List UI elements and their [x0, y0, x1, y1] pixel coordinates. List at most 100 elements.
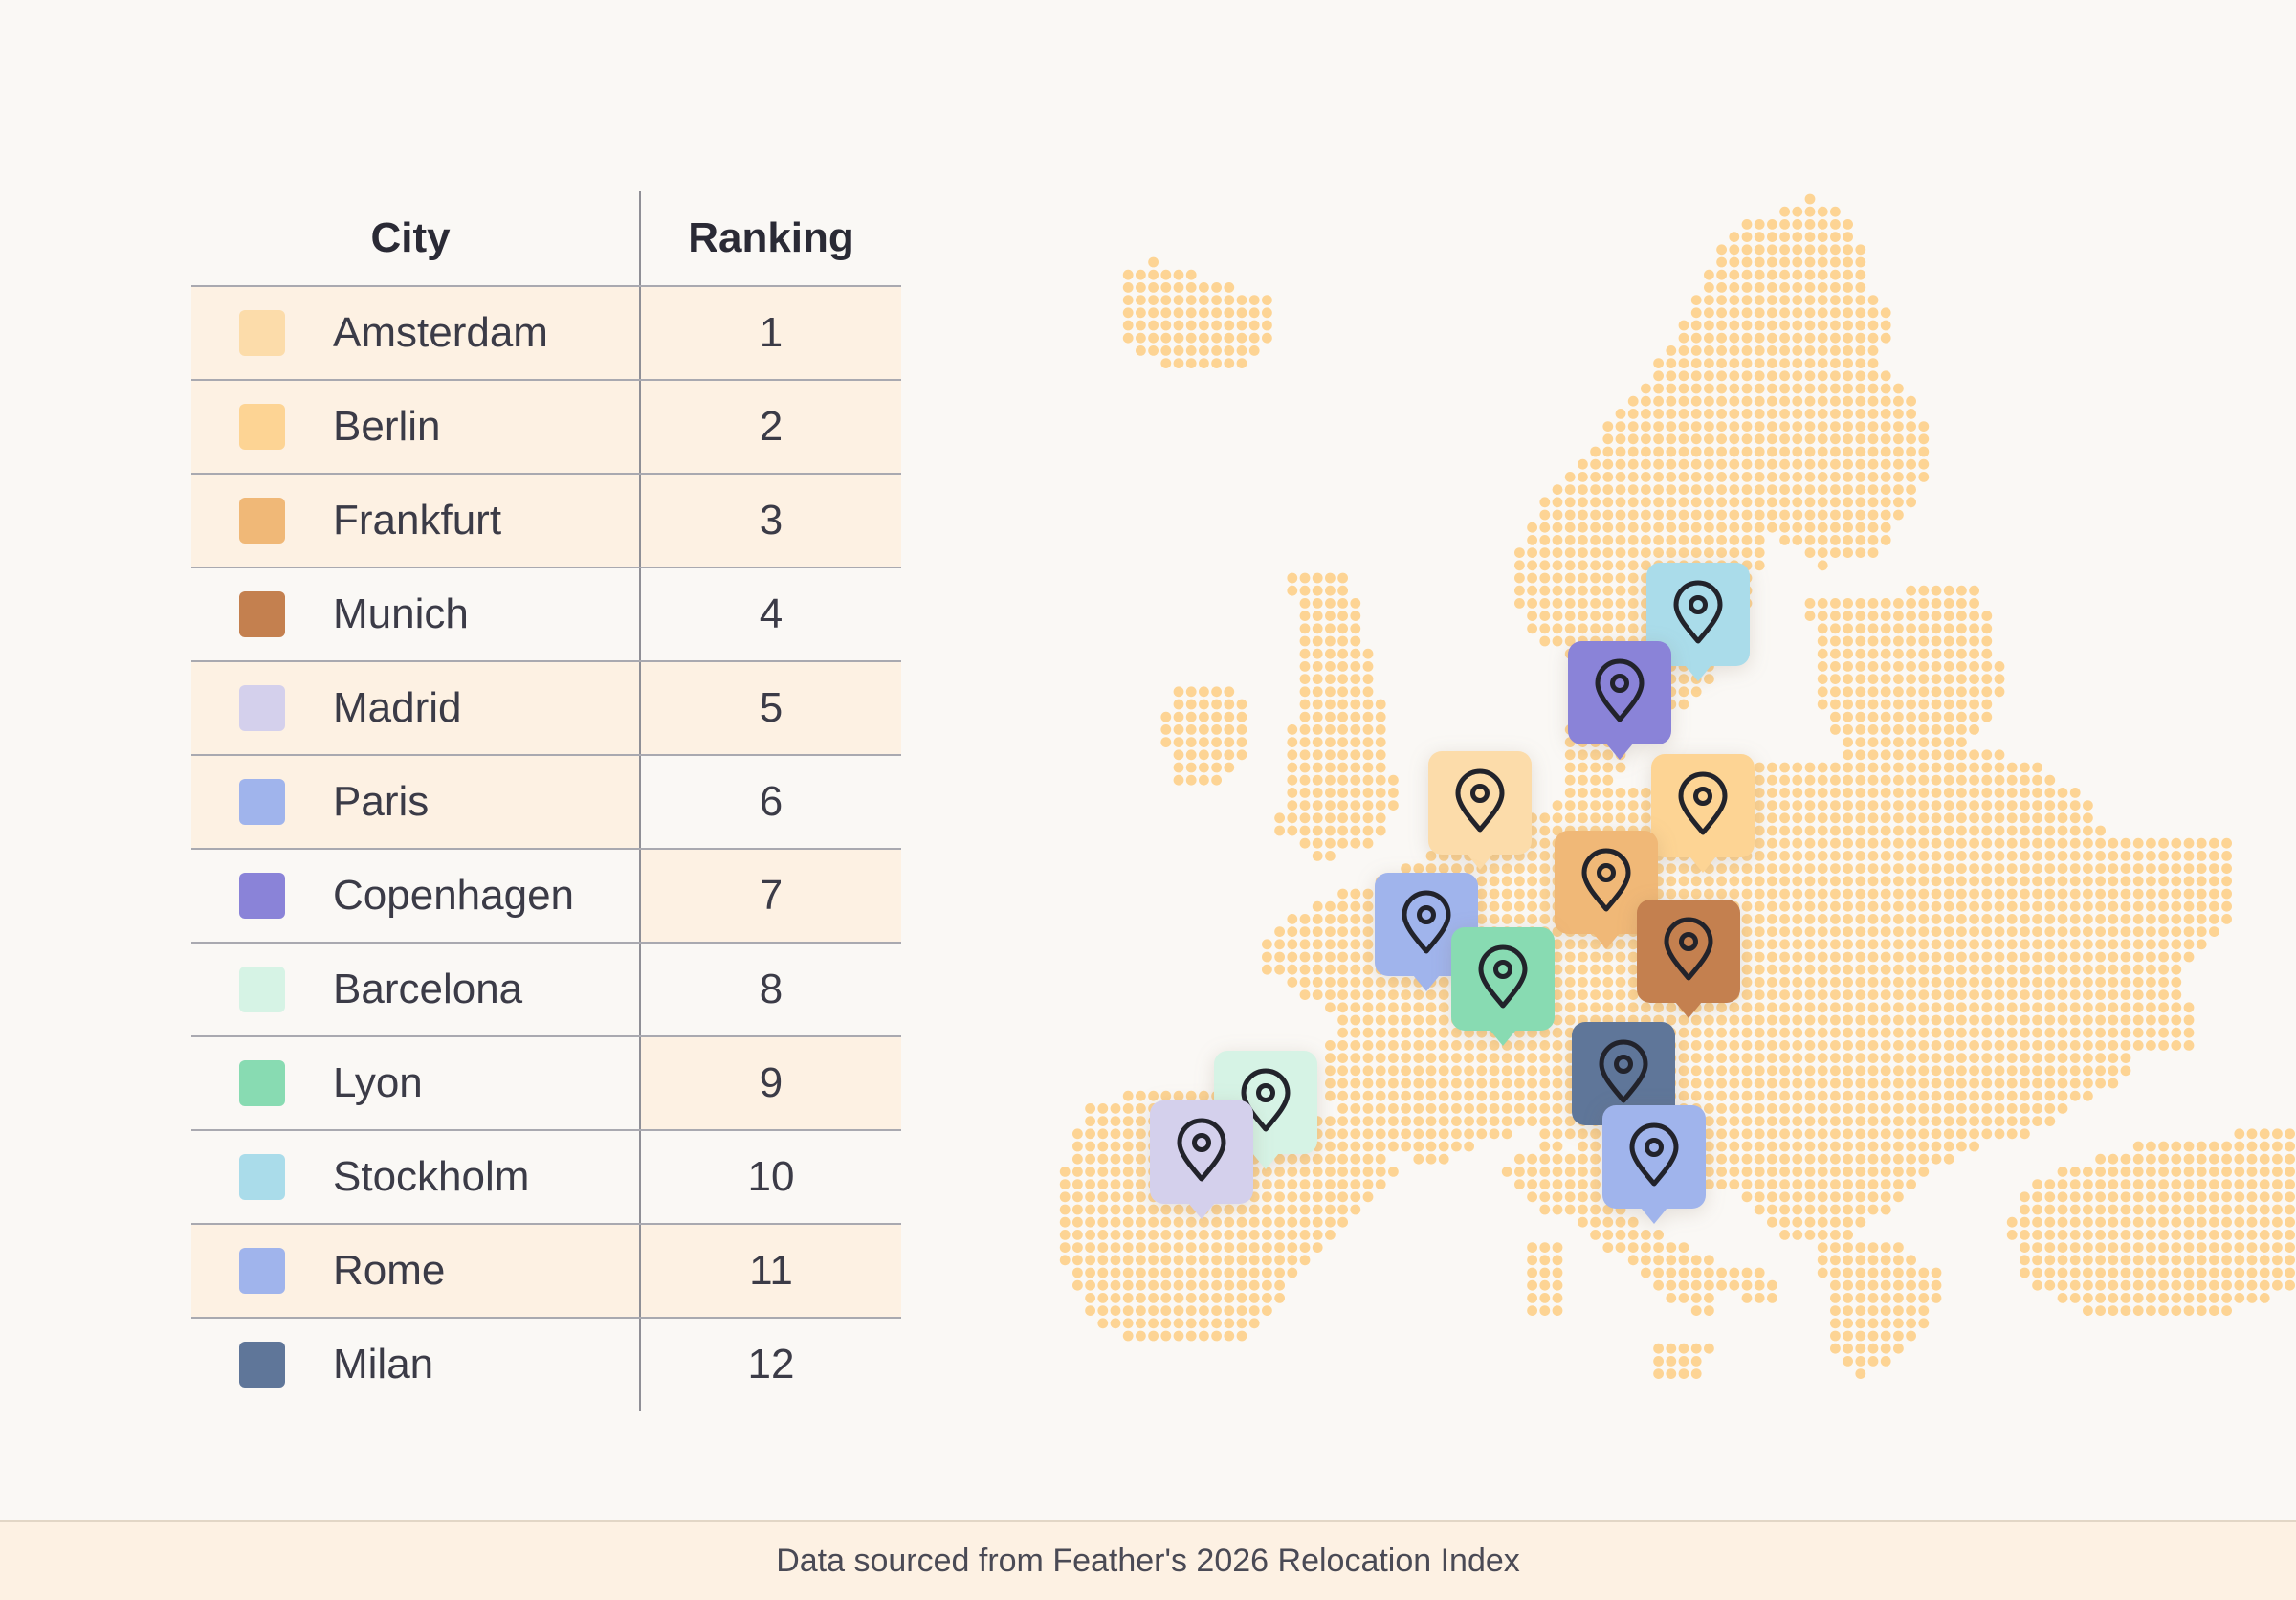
map-dot	[1527, 1090, 1537, 1101]
map-dot	[1299, 914, 1311, 924]
map-dot	[1843, 674, 1853, 684]
map-dot	[1804, 812, 1816, 824]
map-dot	[2032, 774, 2043, 786]
map-dot	[1501, 888, 1512, 900]
map-dot	[1741, 900, 1753, 912]
map-dot	[1767, 1167, 1777, 1177]
map-dot	[1312, 598, 1323, 609]
map-dot	[2069, 977, 2081, 988]
map-dot	[1855, 800, 1866, 811]
map-dot	[1804, 497, 1816, 508]
map-dot	[1666, 547, 1677, 558]
map-dot	[1173, 332, 1184, 344]
map-dot	[1792, 788, 1803, 798]
map-dot	[1350, 1078, 1361, 1089]
map-dot	[1539, 1191, 1551, 1203]
map-dot	[1880, 1141, 1891, 1152]
map-dot	[1539, 1078, 1551, 1089]
map-dot	[1539, 522, 1551, 533]
map-dot	[1943, 711, 1954, 722]
map-dot	[1855, 1330, 1866, 1342]
map-dot	[1830, 812, 1841, 824]
map-dot	[1969, 863, 1980, 874]
map-dot	[2095, 1065, 2107, 1077]
map-dot	[1325, 939, 1336, 950]
map-dot	[1641, 535, 1651, 545]
map-dot	[2171, 1279, 2182, 1291]
map-dot	[2044, 1191, 2056, 1203]
map-dot	[1817, 686, 1828, 698]
map-dot	[1627, 433, 1639, 445]
map-dot	[2132, 914, 2144, 924]
map-dot	[1464, 1090, 1474, 1101]
map-dot	[2158, 1002, 2170, 1013]
map-dot	[1830, 711, 1841, 722]
map-dot	[1602, 788, 1614, 798]
map-dot	[1375, 1027, 1386, 1038]
map-dot	[1211, 1318, 1222, 1329]
map-dot	[1830, 1204, 1841, 1215]
map-dot	[1867, 307, 1879, 319]
map-dot	[1906, 1255, 1916, 1266]
map-dot	[2146, 951, 2156, 963]
map-dot	[1931, 1279, 1942, 1291]
map-dot	[1843, 472, 1853, 482]
map-dot	[1136, 295, 1146, 305]
map-dot	[1817, 295, 1828, 305]
map-dot	[1843, 611, 1853, 621]
map-dot	[1224, 749, 1235, 761]
map-dot	[1362, 800, 1374, 811]
map-dot	[1943, 964, 1954, 975]
map-dot	[1867, 509, 1879, 521]
map-dot	[1337, 964, 1348, 975]
map-dot	[1274, 1167, 1285, 1177]
map-dot	[1943, 876, 1954, 887]
map-dot	[1817, 232, 1828, 243]
map-dot	[1362, 674, 1374, 684]
map-dot	[1236, 358, 1247, 368]
map-dot	[1741, 295, 1753, 305]
map-dot	[1767, 409, 1777, 419]
map-dot	[1994, 1090, 2005, 1101]
map-dot	[1817, 458, 1828, 470]
map-dot	[1413, 1002, 1424, 1013]
map-dot	[1981, 888, 1993, 900]
map-dot	[1337, 1179, 1348, 1189]
map-dot	[1678, 1343, 1689, 1354]
map-dot	[1880, 1305, 1891, 1316]
pin-tail	[1413, 975, 1440, 991]
map-dot	[2095, 837, 2107, 849]
map-dot	[1325, 1128, 1336, 1140]
map-dot	[2006, 800, 2018, 811]
map-dot	[1564, 977, 1576, 988]
map-dot	[1564, 1153, 1576, 1165]
map-dot	[1527, 535, 1537, 545]
map-dot	[1893, 851, 1904, 861]
map-dot	[1085, 1116, 1095, 1126]
map-dot	[1325, 674, 1336, 684]
map-dot	[1855, 1078, 1866, 1089]
map-dot	[1678, 888, 1689, 900]
map-dot	[1716, 484, 1727, 495]
map-dot	[1906, 1002, 1916, 1013]
map-dot	[2006, 900, 2018, 912]
map-dot	[1843, 1255, 1853, 1266]
map-dot	[1136, 332, 1146, 344]
ranking-cell: 9	[641, 1037, 901, 1129]
map-dot	[1741, 472, 1753, 482]
map-dot	[1830, 1318, 1841, 1329]
map-dot	[1981, 762, 1993, 773]
map-dot	[1552, 585, 1563, 596]
map-dot	[1097, 1267, 1109, 1278]
map-dot	[1981, 711, 1993, 722]
map-dot	[1931, 800, 1942, 811]
map-dot	[1843, 370, 1853, 382]
map-dot	[1931, 749, 1942, 761]
map-dot	[1981, 951, 1993, 963]
map-dot	[1438, 1027, 1449, 1038]
map-dot	[1880, 964, 1891, 975]
map-dot	[1325, 711, 1336, 722]
map-dot	[2196, 1216, 2207, 1228]
table-row: Barcelona 8	[191, 944, 901, 1037]
map-dot	[1602, 1230, 1614, 1240]
